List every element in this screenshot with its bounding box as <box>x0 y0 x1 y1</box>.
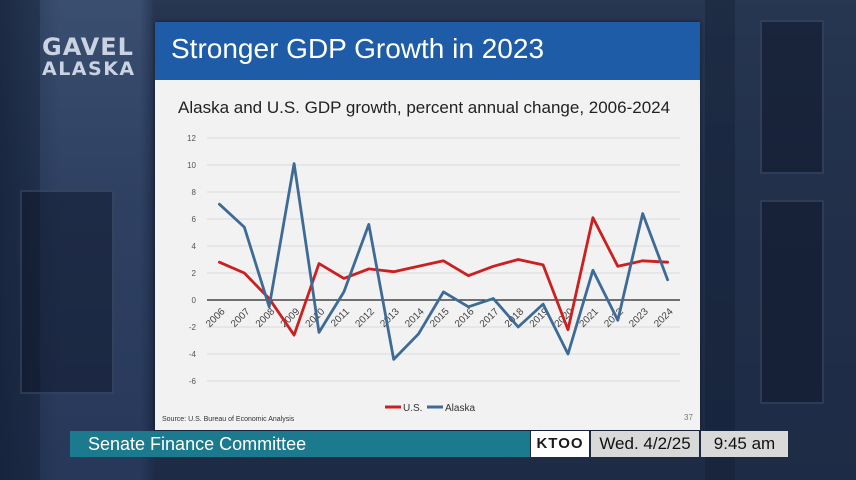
presentation-slide: Stronger GDP Growth in 2023 Alaska and U… <box>155 22 700 430</box>
x-tick-label: 2017 <box>478 306 502 330</box>
series-line-us <box>218 216 669 337</box>
y-tick-label: 12 <box>187 134 196 143</box>
y-tick-label: -4 <box>189 350 197 359</box>
building-window <box>760 20 824 174</box>
logo-line-1: GAVEL <box>42 33 134 61</box>
x-tick-label: 2007 <box>229 306 253 330</box>
y-tick-label: 8 <box>192 188 197 197</box>
x-tick-label: 2012 <box>353 306 377 330</box>
y-tick-label: -6 <box>189 377 197 386</box>
legend-label-alaska: Alaska <box>445 403 475 414</box>
building-column <box>705 0 735 480</box>
x-tick-label: 2023 <box>627 306 651 330</box>
lower-third-banner: Senate Finance Committee KTOO Wed. 4/2/2… <box>70 431 788 457</box>
logo-line-2: ALASKA <box>42 58 136 80</box>
slide-page-number: 37 <box>684 413 693 422</box>
x-tick-label: 2013 <box>378 306 402 330</box>
slide-header: Stronger GDP Growth in 2023 <box>155 22 700 80</box>
series-line-alaska <box>218 162 669 361</box>
y-tick-label: 0 <box>192 296 197 305</box>
building-window <box>20 190 114 394</box>
x-tick-label: 2024 <box>652 306 676 330</box>
building-window <box>760 200 824 404</box>
chart-source: Source: U.S. Bureau of Economic Analysis <box>162 416 295 423</box>
gavel-alaska-logo: GAVEL ALASKA <box>42 33 142 80</box>
y-tick-label: 4 <box>192 242 197 251</box>
y-tick-label: 2 <box>192 269 197 278</box>
broadcast-date: Wed. 4/2/25 <box>591 431 699 457</box>
x-tick-label: 2008 <box>254 306 278 330</box>
y-tick-label: 10 <box>187 161 196 170</box>
legend-label-us: U.S. <box>403 403 422 414</box>
x-tick-label: 2019 <box>528 306 552 330</box>
y-tick-label: 6 <box>192 215 197 224</box>
program-title: Senate Finance Committee <box>70 431 530 457</box>
chart-title: Alaska and U.S. GDP growth, percent annu… <box>178 98 671 117</box>
x-tick-label: 2018 <box>503 306 527 330</box>
y-tick-label: -2 <box>189 323 197 332</box>
x-tick-label: 2006 <box>204 306 228 330</box>
building-column <box>0 0 40 480</box>
x-tick-label: 2022 <box>602 306 626 330</box>
network-logo: KTOO <box>531 431 589 457</box>
x-tick-label: 2016 <box>453 306 477 330</box>
broadcast-time: 9:45 am <box>701 431 788 457</box>
slide-title: Stronger GDP Growth in 2023 <box>171 33 545 64</box>
